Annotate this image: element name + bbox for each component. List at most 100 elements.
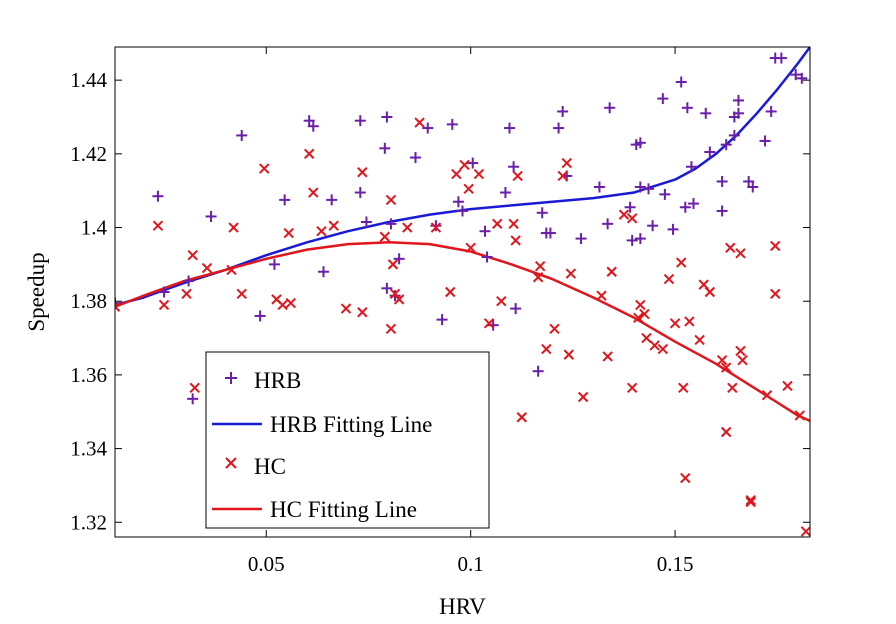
hrb-point [205, 210, 217, 222]
hrb-point [775, 52, 787, 64]
y-axis-label: Speedup [24, 252, 49, 331]
hc-point [414, 117, 425, 128]
hc-point [563, 349, 575, 360]
hc-point [340, 303, 352, 314]
hc-point [473, 168, 485, 180]
hc-point [649, 340, 660, 351]
hc-point [565, 268, 577, 279]
hrb-point [624, 201, 636, 213]
hc-point [782, 380, 793, 392]
y-tick-label: 1.42 [70, 142, 107, 166]
hrb-point [716, 175, 728, 187]
hc-point [492, 218, 503, 230]
hc-point [445, 286, 456, 298]
hrb-point [716, 205, 728, 217]
hc-point [720, 362, 732, 373]
hrb-point [687, 198, 699, 210]
hrb-point [467, 157, 479, 169]
hrb-point [685, 161, 697, 173]
legend-plus-mark [225, 372, 237, 384]
hrb-point [183, 275, 195, 287]
hc-point [303, 148, 315, 160]
y-tick-label: 1.4 [81, 216, 108, 240]
hrb-point [593, 181, 605, 193]
hrb-point [422, 122, 434, 134]
hrb-point [634, 233, 646, 245]
hrb-point [303, 115, 315, 127]
hc-point [680, 472, 691, 484]
hrb-point [279, 194, 291, 206]
hrb-point [236, 129, 248, 141]
legend-x-mark [225, 457, 237, 469]
hrb-point [643, 183, 655, 195]
y-tick-label: 1.32 [70, 510, 107, 534]
hrb-point [667, 223, 679, 235]
hrb-point [732, 94, 744, 106]
hrb-point [743, 175, 755, 187]
y-tick-label: 1.38 [70, 289, 107, 313]
axis-ticks: 0.05 0.1 0.15 1.32 1.34 1.36 1.38 1.4 1.42 1.44 [70, 47, 810, 576]
hrb-point [158, 286, 170, 298]
hrb-point [657, 93, 669, 105]
hrb-point [381, 282, 393, 294]
hrb-point [446, 118, 458, 130]
hc-point [618, 209, 630, 220]
hrb-point [457, 205, 468, 217]
hrb-point [360, 216, 372, 228]
legend-label-hc-fitting-line: HC Fitting Line [270, 497, 417, 522]
hrb-point [575, 233, 587, 245]
hrb-point [354, 115, 366, 127]
hrb-point [647, 220, 659, 232]
hc-point [549, 323, 560, 335]
hc-point [720, 426, 732, 438]
hc-point [236, 288, 247, 300]
hrb-point [504, 122, 516, 134]
hrb-point [675, 76, 687, 88]
hrb-point [544, 227, 556, 239]
hc-point [328, 220, 339, 231]
hc-point [385, 194, 397, 206]
hrb-point [499, 187, 511, 199]
hc-point [308, 187, 319, 198]
x-tick-label: 0.05 [248, 552, 285, 576]
hc-point [657, 343, 669, 355]
legend-hc-x-icon [225, 457, 237, 469]
hrb-point [704, 146, 716, 158]
hc-point [430, 222, 442, 233]
legend-label-hc: HC [254, 454, 286, 479]
legend-label-hrb: HRB [254, 368, 301, 393]
hc-point [516, 412, 527, 423]
x-tick-label: 0.15 [657, 552, 694, 576]
hc-point [387, 259, 399, 270]
data-points [115, 52, 810, 537]
hc-point [187, 249, 198, 261]
hc-point [459, 159, 470, 171]
hc-point [379, 231, 391, 242]
hrb-point [508, 161, 520, 173]
hc-point [602, 351, 613, 362]
hc-point [385, 323, 397, 335]
hrb-point [634, 181, 646, 193]
hrb-point [553, 122, 565, 134]
legend-hrb-plus-icon [225, 372, 237, 384]
hc-point [402, 222, 413, 233]
hc-point [641, 332, 652, 344]
hrb-point [307, 120, 319, 132]
hc-point [735, 345, 746, 357]
hc-point [669, 318, 681, 329]
y-tick-label: 1.36 [70, 363, 107, 387]
plot-frame [114, 46, 811, 538]
hc-point [626, 213, 638, 224]
hrb-point [532, 365, 544, 377]
hc-point [181, 288, 192, 300]
hrb-point [626, 234, 638, 246]
hrb-point [747, 181, 759, 193]
hc-point [283, 227, 294, 239]
hrb-point [510, 303, 522, 315]
hc-point [115, 301, 121, 312]
hc-point [451, 168, 462, 180]
hc-point [463, 183, 474, 195]
hrb-point [379, 142, 391, 154]
hrb-point [728, 129, 740, 141]
